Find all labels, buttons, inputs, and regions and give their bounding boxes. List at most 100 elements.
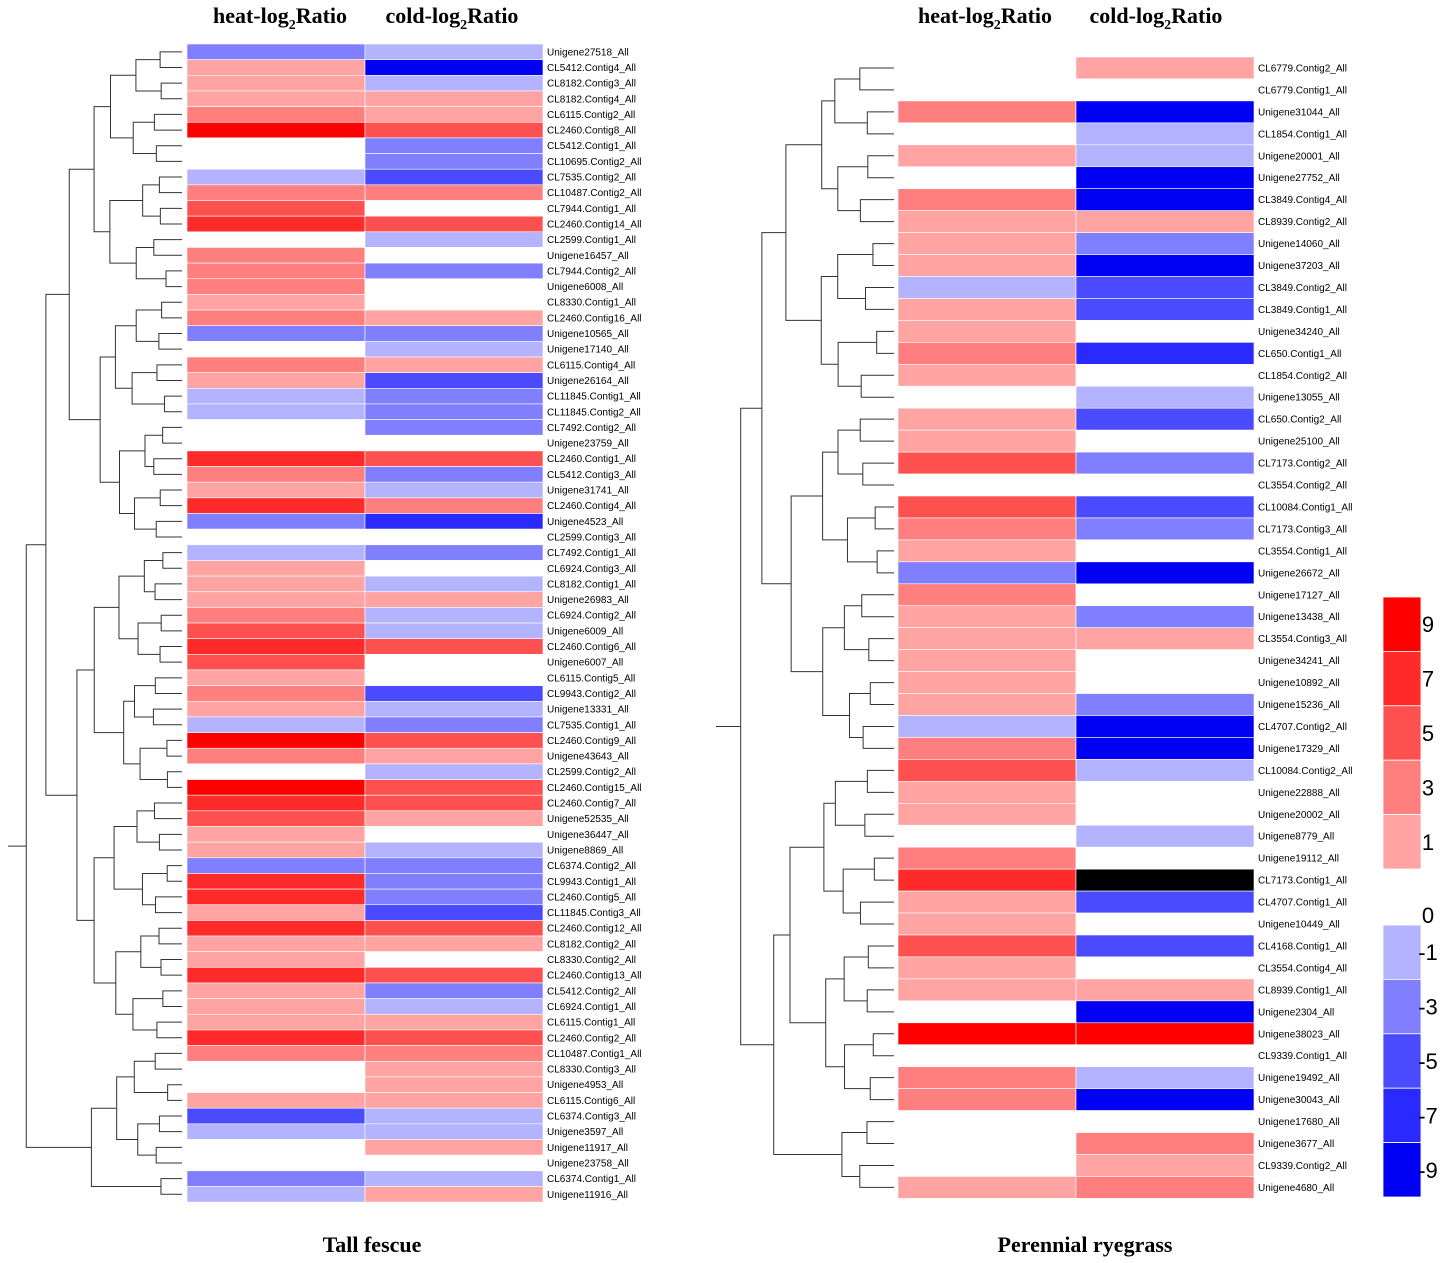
cold-cell (364, 43, 544, 60)
heat-cell (897, 517, 1077, 541)
cold-cell (364, 1154, 544, 1172)
heat-cell (186, 1170, 366, 1187)
heat-cell (186, 481, 366, 499)
gene-label: CL8330.Contig2_All (547, 955, 636, 966)
gene-label: CL7492.Contig1_All (547, 548, 636, 559)
heat-cell (897, 846, 1077, 870)
gene-label: CL6115.Contig2_All (547, 110, 635, 121)
gene-label: Unigene10565_All (547, 329, 629, 340)
cold-cell (1075, 583, 1255, 607)
cold-cell (364, 247, 544, 264)
heat-cell (186, 904, 366, 921)
cold-cell (364, 716, 544, 733)
panel-perennial-ryegrass: heat-log2Ratio cold-log2Ratio CL6779.Conti… (716, 3, 1353, 1257)
cold-cell (364, 294, 544, 311)
cold-cell (364, 90, 544, 107)
heat-cell (897, 78, 1077, 102)
gene-label: CL2599.Contig2_All (547, 767, 636, 778)
cold-cell (364, 75, 544, 92)
cold-cell (1075, 561, 1255, 585)
heat-cell (897, 298, 1077, 321)
cold-cell (364, 904, 544, 921)
heat-cell (186, 826, 366, 843)
heat-cell (186, 168, 366, 186)
cold-cell (1075, 188, 1255, 211)
gene-label: CL1854.Contig1_All (1258, 129, 1347, 140)
cold-cell (1075, 320, 1255, 343)
heat-cell (897, 144, 1077, 168)
cold-cell (364, 200, 544, 217)
cold-cell (1075, 166, 1255, 190)
heat-cell (186, 153, 366, 170)
cold-cell (364, 1123, 544, 1140)
cold-cell (1075, 254, 1255, 277)
heat-cell (186, 1013, 366, 1031)
gene-label: CL6924.Contig2_All (547, 611, 636, 622)
heat-cell (897, 868, 1077, 892)
cold-cell (1075, 759, 1255, 782)
cold-cell (364, 700, 544, 718)
gene-label: CL1854.Contig2_All (1258, 371, 1347, 382)
cold-cell (364, 341, 544, 358)
cold-cell (1075, 232, 1255, 255)
legend-swatch (1382, 651, 1422, 707)
heat-cell (897, 605, 1077, 629)
heat-cell (897, 1132, 1077, 1155)
gene-label: Unigene8869_All (547, 845, 623, 856)
heat-cell (897, 1022, 1077, 1046)
cold-cell (1075, 100, 1255, 124)
gene-label: Unigene17140_All (547, 345, 629, 356)
gene-label: CL9339.Contig1_All (1258, 1051, 1347, 1062)
legend-swatch (1382, 814, 1422, 870)
cold-cell (364, 935, 544, 952)
heat-cell (897, 693, 1077, 716)
heat-cell (186, 247, 366, 264)
gene-label: Unigene27752_All (1258, 173, 1340, 184)
cold-cell (364, 560, 544, 577)
gene-label: Unigene34241_All (1258, 656, 1340, 667)
cold-cell (1075, 56, 1255, 80)
heat-cell (186, 575, 366, 593)
heat-cell (186, 998, 366, 1015)
heat-cell (186, 450, 366, 467)
cold-cell (1075, 934, 1255, 958)
cold-cell (364, 1139, 544, 1156)
cold-cell (364, 184, 544, 201)
gene-label: CL8182.Contig4_All (547, 94, 636, 105)
cold-cell (364, 1029, 544, 1046)
heat-column-header: heat-log2Ratio (918, 3, 1052, 33)
cold-cell (1075, 627, 1255, 650)
cold-cell (1075, 1176, 1255, 1199)
heat-cell (186, 685, 366, 702)
gene-label: CL5412.Contig4_All (547, 63, 636, 74)
gene-label: CL650.Contig2_All (1258, 415, 1341, 426)
cold-cell (364, 356, 544, 373)
heat-cell (186, 1123, 366, 1140)
gene-label: CL4707.Contig1_All (1258, 898, 1347, 909)
cold-cell (364, 528, 544, 546)
cold-cell (364, 215, 544, 233)
gene-label: CL6924.Contig3_All (547, 564, 636, 575)
cold-cell (364, 669, 544, 686)
heat-cell (186, 951, 366, 968)
gene-label: CL650.Contig1_All (1258, 349, 1341, 360)
heat-cell (186, 747, 366, 765)
cold-cell (1075, 605, 1255, 629)
gene-label: Unigene3597_All (547, 1127, 623, 1138)
heat-cell (897, 934, 1077, 958)
heat-cell (186, 716, 366, 733)
cold-cell (364, 1107, 544, 1125)
gene-label: CL10487.Contig2_All (547, 188, 642, 199)
gene-label: Unigene23759_All (547, 439, 629, 450)
cold-cell (364, 419, 544, 436)
panel-title: Tall fescue (323, 1232, 422, 1257)
cold-cell (364, 450, 544, 467)
heat-cell (186, 497, 366, 514)
cold-cell (1075, 1000, 1255, 1024)
heat-cell (897, 802, 1077, 826)
heat-cell (897, 890, 1077, 914)
gene-label: Unigene6008_All (547, 282, 623, 293)
gene-label: CL2460.Contig5_All (547, 892, 636, 903)
gene-label: CL9943.Contig1_All (547, 877, 636, 888)
cold-cell (1075, 1066, 1255, 1089)
